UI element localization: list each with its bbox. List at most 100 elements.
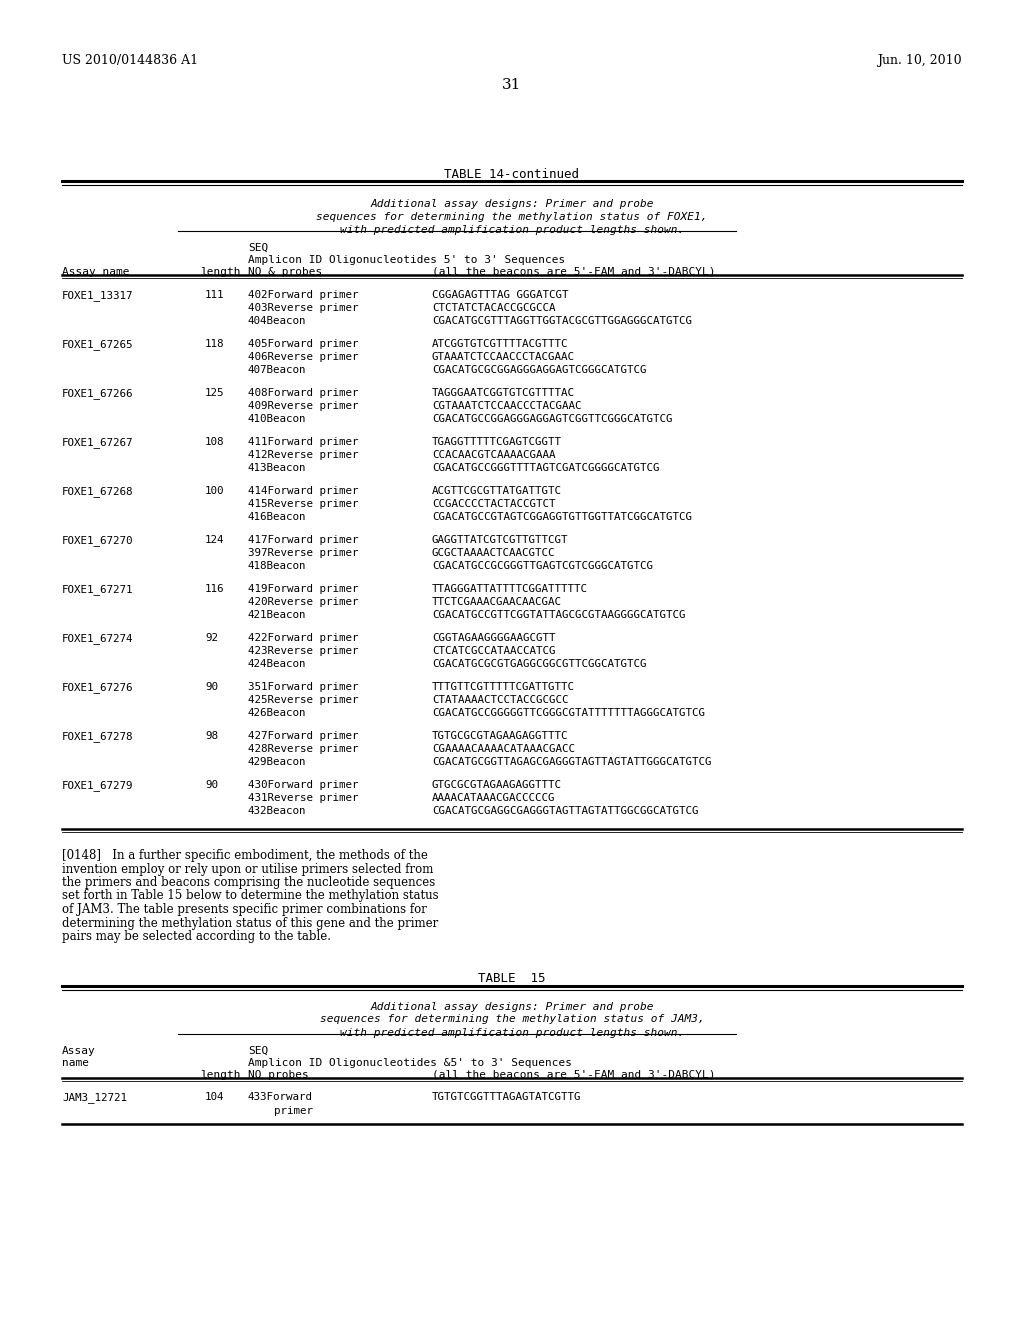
Text: 111: 111 — [205, 290, 224, 300]
Text: FOXE1_67266: FOXE1_67266 — [62, 388, 133, 399]
Text: 415Reverse primer: 415Reverse primer — [248, 499, 358, 510]
Text: CGACATGCGCGGAGGGAGGAGTCGGGCATGTCG: CGACATGCGCGGAGGGAGGAGTCGGGCATGTCG — [432, 366, 646, 375]
Text: 98: 98 — [205, 731, 218, 741]
Text: 431Reverse primer: 431Reverse primer — [248, 793, 358, 803]
Text: TTTGTTCGTTTTTCGATTGTTC: TTTGTTCGTTTTTCGATTGTTC — [432, 682, 575, 692]
Text: GTGCGCGTAGAAGAGGTTTC: GTGCGCGTAGAAGAGGTTTC — [432, 780, 562, 789]
Text: CGACATGCGAGGCGAGGGTAGTTAGTATTGGCGGCATGTCG: CGACATGCGAGGCGAGGGTAGTTAGTATTGGCGGCATGTC… — [432, 807, 698, 816]
Text: 405Forward primer: 405Forward primer — [248, 339, 358, 348]
Text: CGTAAATCTCCAACCCTACGAAC: CGTAAATCTCCAACCCTACGAAC — [432, 401, 582, 411]
Text: CGGAGAGTTTAG GGGATCGT: CGGAGAGTTTAG GGGATCGT — [432, 290, 568, 300]
Text: 104: 104 — [205, 1093, 224, 1102]
Text: 108: 108 — [205, 437, 224, 447]
Text: TGTGTCGGTTTAGAGTATCGTTG: TGTGTCGGTTTAGAGTATCGTTG — [432, 1093, 582, 1102]
Text: 416Beacon: 416Beacon — [248, 512, 306, 521]
Text: 425Reverse primer: 425Reverse primer — [248, 696, 358, 705]
Text: GAGGTTATCGTCGTTGTTCGT: GAGGTTATCGTCGTTGTTCGT — [432, 535, 568, 545]
Text: invention employ or rely upon or utilise primers selected from: invention employ or rely upon or utilise… — [62, 862, 433, 875]
Text: 408Forward primer: 408Forward primer — [248, 388, 358, 399]
Text: sequences for determining the methylation status of JAM3,: sequences for determining the methylatio… — [319, 1015, 705, 1024]
Text: CGGTAGAAGGGGAAGCGTT: CGGTAGAAGGGGAAGCGTT — [432, 634, 555, 643]
Text: Additional assay designs: Primer and probe: Additional assay designs: Primer and pro… — [371, 1002, 653, 1011]
Text: CGACATGCCGTTCGGTATTAGCGCGTAAGGGGCATGTCG: CGACATGCCGTTCGGTATTAGCGCGTAAGGGGCATGTCG — [432, 610, 685, 620]
Text: TGAGGTTTTTCGAGTCGGTT: TGAGGTTTTTCGAGTCGGTT — [432, 437, 562, 447]
Text: CGACATGCCGTAGTCGGAGGTGTTGGTTATCGGCATGTCG: CGACATGCCGTAGTCGGAGGTGTTGGTTATCGGCATGTCG — [432, 512, 692, 521]
Text: determining the methylation status of this gene and the primer: determining the methylation status of th… — [62, 916, 438, 929]
Text: with predicted amplification product lengths shown.: with predicted amplification product len… — [340, 224, 684, 235]
Text: FOXE1_67274: FOXE1_67274 — [62, 634, 133, 644]
Text: FOXE1_67268: FOXE1_67268 — [62, 486, 133, 496]
Text: 424Beacon: 424Beacon — [248, 659, 306, 669]
Text: 402Forward primer: 402Forward primer — [248, 290, 358, 300]
Text: 432Beacon: 432Beacon — [248, 807, 306, 816]
Text: Jun. 10, 2010: Jun. 10, 2010 — [878, 54, 962, 67]
Text: TGTGCGCGTAGAAGAGGTTTC: TGTGCGCGTAGAAGAGGTTTC — [432, 731, 568, 741]
Text: 404Beacon: 404Beacon — [248, 315, 306, 326]
Text: NO & probes: NO & probes — [248, 267, 323, 277]
Text: (all the beacons are 5'-FAM and 3'-DABCYL): (all the beacons are 5'-FAM and 3'-DABCY… — [432, 1069, 716, 1080]
Text: CGACATGCGTTTAGGTTGGTACGCGTTGGAGGGCATGTCG: CGACATGCGTTTAGGTTGGTACGCGTTGGAGGGCATGTCG — [432, 315, 692, 326]
Text: sequences for determining the methylation status of FOXE1,: sequences for determining the methylatio… — [316, 213, 708, 222]
Text: SEQ: SEQ — [248, 1045, 268, 1056]
Text: 118: 118 — [205, 339, 224, 348]
Text: Amplicon ID Oligonucleotides 5' to 3' Sequences: Amplicon ID Oligonucleotides 5' to 3' Se… — [248, 255, 565, 265]
Text: 90: 90 — [205, 682, 218, 692]
Text: Assay: Assay — [62, 1045, 96, 1056]
Text: 428Reverse primer: 428Reverse primer — [248, 744, 358, 754]
Text: 31: 31 — [503, 78, 521, 92]
Text: name: name — [62, 1057, 89, 1068]
Text: 417Forward primer: 417Forward primer — [248, 535, 358, 545]
Text: 426Beacon: 426Beacon — [248, 708, 306, 718]
Text: primer: primer — [248, 1106, 313, 1115]
Text: 423Reverse primer: 423Reverse primer — [248, 645, 358, 656]
Text: CGACATGCCGGGGGTTCGGGCGTATTTTTTTAGGGCATGTCG: CGACATGCCGGGGGTTCGGGCGTATTTTTTTAGGGCATGT… — [432, 708, 705, 718]
Text: 414Forward primer: 414Forward primer — [248, 486, 358, 496]
Text: length: length — [200, 1069, 241, 1080]
Text: CGACATGCGGTTAGAGCGAGGGTAGTTAGTATTGGGCATGTCG: CGACATGCGGTTAGAGCGAGGGTAGTTAGTATTGGGCATG… — [432, 756, 712, 767]
Text: TTAGGGATTATTTTCGGATTTTTC: TTAGGGATTATTTTCGGATTTTTC — [432, 583, 588, 594]
Text: 90: 90 — [205, 780, 218, 789]
Text: ACGTTCGCGTTATGATTGTC: ACGTTCGCGTTATGATTGTC — [432, 486, 562, 496]
Text: CCGACCCCTACTACCGTCT: CCGACCCCTACTACCGTCT — [432, 499, 555, 510]
Text: (all the beacons are 5'-FAM and 3'-DABCYL): (all the beacons are 5'-FAM and 3'-DABCY… — [432, 267, 716, 277]
Text: CTATAAAACTCCTACCGCGCC: CTATAAAACTCCTACCGCGCC — [432, 696, 568, 705]
Text: CTCATCGCCATAACCATCG: CTCATCGCCATAACCATCG — [432, 645, 555, 656]
Text: TAGGGAATCGGTGTCGTTTTAC: TAGGGAATCGGTGTCGTTTTAC — [432, 388, 575, 399]
Text: 421Beacon: 421Beacon — [248, 610, 306, 620]
Text: 100: 100 — [205, 486, 224, 496]
Text: Amplicon ID Oligonucleotides &5' to 3' Sequences: Amplicon ID Oligonucleotides &5' to 3' S… — [248, 1057, 572, 1068]
Text: 418Beacon: 418Beacon — [248, 561, 306, 572]
Text: 427Forward primer: 427Forward primer — [248, 731, 358, 741]
Text: 124: 124 — [205, 535, 224, 545]
Text: 422Forward primer: 422Forward primer — [248, 634, 358, 643]
Text: length: length — [200, 267, 241, 277]
Text: 409Reverse primer: 409Reverse primer — [248, 401, 358, 411]
Text: CGAAAACAAAACATAAACGACC: CGAAAACAAAACATAAACGACC — [432, 744, 575, 754]
Text: FOXE1_13317: FOXE1_13317 — [62, 290, 133, 301]
Text: FOXE1_67279: FOXE1_67279 — [62, 780, 133, 791]
Text: GCGCTAAAACTCAACGTCC: GCGCTAAAACTCAACGTCC — [432, 548, 555, 558]
Text: NO probes: NO probes — [248, 1069, 309, 1080]
Text: 433Forward: 433Forward — [248, 1093, 313, 1102]
Text: 125: 125 — [205, 388, 224, 399]
Text: 92: 92 — [205, 634, 218, 643]
Text: SEQ: SEQ — [248, 243, 268, 253]
Text: FOXE1_67267: FOXE1_67267 — [62, 437, 133, 447]
Text: CCACAACGTCAAAACGAAA: CCACAACGTCAAAACGAAA — [432, 450, 555, 459]
Text: 410Beacon: 410Beacon — [248, 414, 306, 424]
Text: CGACATGCCGCGGGTTGAGTCGTCGGGCATGTCG: CGACATGCCGCGGGTTGAGTCGTCGGGCATGTCG — [432, 561, 653, 572]
Text: US 2010/0144836 A1: US 2010/0144836 A1 — [62, 54, 198, 67]
Text: 419Forward primer: 419Forward primer — [248, 583, 358, 594]
Text: of JAM3. The table presents specific primer combinations for: of JAM3. The table presents specific pri… — [62, 903, 427, 916]
Text: CTCTATCTACACCGCGCCA: CTCTATCTACACCGCGCCA — [432, 304, 555, 313]
Text: 430Forward primer: 430Forward primer — [248, 780, 358, 789]
Text: 407Beacon: 407Beacon — [248, 366, 306, 375]
Text: 403Reverse primer: 403Reverse primer — [248, 304, 358, 313]
Text: the primers and beacons comprising the nucleotide sequences: the primers and beacons comprising the n… — [62, 876, 435, 888]
Text: 411Forward primer: 411Forward primer — [248, 437, 358, 447]
Text: 397Reverse primer: 397Reverse primer — [248, 548, 358, 558]
Text: 351Forward primer: 351Forward primer — [248, 682, 358, 692]
Text: TABLE  15: TABLE 15 — [478, 972, 546, 985]
Text: CGACATGCCGGAGGGAGGAGTCGGTTCGGGCATGTCG: CGACATGCCGGAGGGAGGAGTCGGTTCGGGCATGTCG — [432, 414, 673, 424]
Text: CGACATGCCGGGTTTTAGTCGATCGGGGCATGTCG: CGACATGCCGGGTTTTAGTCGATCGGGGCATGTCG — [432, 463, 659, 473]
